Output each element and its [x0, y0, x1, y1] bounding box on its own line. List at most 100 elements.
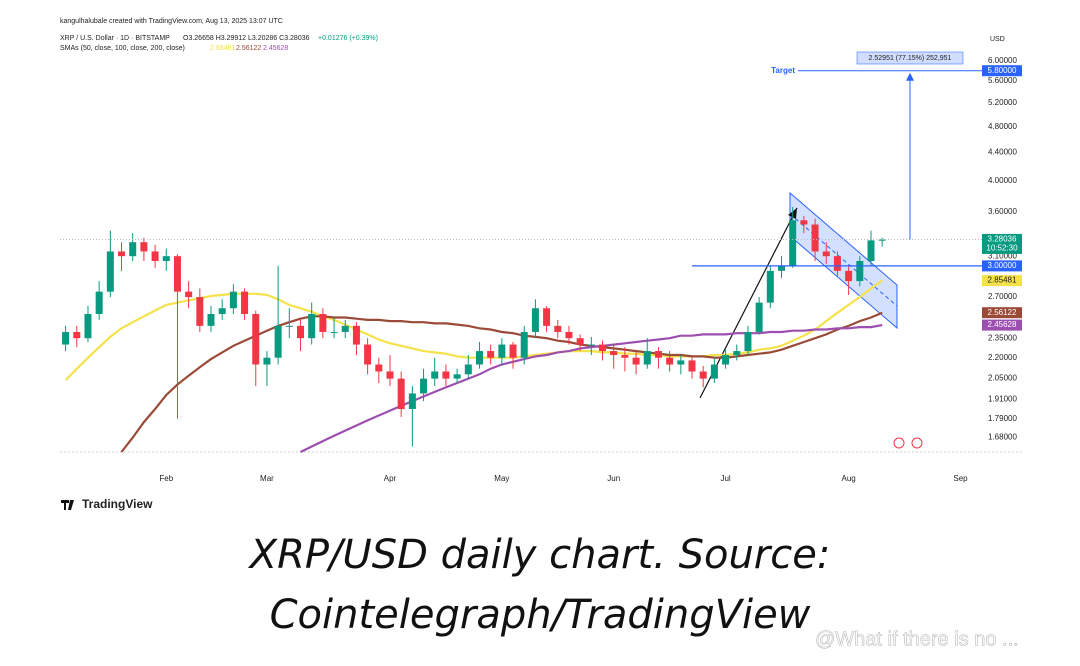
- candle-body: [509, 344, 517, 358]
- y-tick-label: 4.80000: [988, 122, 1017, 131]
- candle-body: [531, 308, 539, 332]
- sma-legend-value: 2.85481: [210, 45, 235, 52]
- price-badge-label: 3.28036: [988, 235, 1017, 244]
- candle-body: [442, 371, 450, 379]
- candle-body: [610, 351, 618, 356]
- candle-body: [118, 251, 126, 257]
- measure-label: 2.52951 (77.15%) 252,951: [869, 55, 952, 62]
- candle-body: [73, 331, 81, 339]
- candle-body: [218, 308, 226, 315]
- event-icon: [911, 437, 923, 449]
- price-badge: [982, 260, 1022, 272]
- candle-body: [520, 331, 528, 358]
- candle-body: [487, 351, 495, 358]
- candle-body: [733, 351, 741, 356]
- candle-body: [498, 344, 506, 358]
- caption: Cointelegraph/TradingView: [270, 592, 811, 638]
- x-tick-label: Mar: [260, 474, 274, 483]
- candle-body: [766, 270, 774, 303]
- candle-body: [677, 360, 685, 365]
- y-tick-label: 4.00000: [988, 176, 1017, 185]
- candle-body: [330, 331, 338, 333]
- candle-body: [811, 224, 819, 252]
- y-tick-label: 2.70000: [988, 292, 1017, 301]
- candle-body: [699, 371, 707, 379]
- x-tick-label: May: [494, 474, 509, 483]
- y-tick-label: 5.20000: [988, 98, 1017, 107]
- candle-body: [375, 364, 383, 372]
- candle-body: [274, 325, 282, 358]
- candle-body: [599, 344, 607, 352]
- candle-body: [778, 265, 785, 271]
- candle-body: [744, 331, 752, 352]
- candle-body: [308, 314, 316, 339]
- y-tick-label: 2.35000: [988, 333, 1017, 342]
- candle-body: [397, 378, 405, 410]
- candle-body: [162, 256, 170, 261]
- candle-body: [464, 364, 472, 375]
- y-tick-label: 4.40000: [988, 148, 1017, 157]
- change: +0.01276 (+0.39%): [318, 35, 378, 42]
- currency: USD: [990, 36, 1005, 43]
- price-badge: [982, 233, 1022, 254]
- candle-body: [632, 357, 640, 365]
- candle-body: [341, 325, 349, 332]
- candle-body: [95, 291, 103, 315]
- y-tick-label: 2.05000: [988, 374, 1017, 383]
- candle-body: [475, 351, 483, 365]
- candle-body: [386, 371, 394, 379]
- brand-logo: [61, 500, 74, 510]
- y-tick-label: 1.68000: [988, 433, 1017, 442]
- candle-body: [833, 256, 841, 271]
- candle-body: [252, 314, 260, 365]
- candle-body: [173, 256, 181, 292]
- candle-body: [263, 357, 271, 365]
- price-badge: [982, 65, 1022, 77]
- measure-box: [856, 51, 964, 65]
- y-tick-label: 3.60000: [988, 207, 1017, 216]
- candle-body: [420, 378, 428, 394]
- candle-body: [654, 351, 662, 358]
- candle-body: [453, 374, 461, 379]
- sma-badge: [982, 319, 1022, 331]
- candle-body: [408, 393, 416, 410]
- x-tick-label: Sep: [953, 474, 968, 483]
- candle-body: [196, 297, 204, 326]
- candle-body: [352, 325, 360, 345]
- sma-badge: [982, 307, 1022, 319]
- sma-legend-value: 2.45628: [263, 45, 288, 52]
- candle-body: [643, 351, 651, 365]
- candle-body: [789, 220, 797, 266]
- channel-mid: [789, 213, 898, 307]
- candle-body: [106, 251, 114, 292]
- candle-body: [364, 344, 372, 365]
- candle-body: [62, 331, 70, 345]
- target-label: Target: [771, 66, 795, 75]
- y-tick-label: 3.10000: [988, 251, 1017, 260]
- y-tick-label: 1.91000: [988, 395, 1017, 404]
- candle-body: [856, 260, 864, 282]
- y-tick-label: 1.79000: [988, 414, 1017, 423]
- candle-body: [722, 355, 730, 365]
- candle-body: [710, 364, 718, 379]
- candle-body: [285, 325, 293, 327]
- candle-body: [297, 325, 304, 339]
- caption: XRP/USD daily chart. Source:: [248, 532, 831, 578]
- candle-body: [229, 291, 237, 309]
- price-badge-label: 5.80000: [988, 66, 1017, 75]
- watermark: @What if there is no ...: [815, 628, 1019, 650]
- ohlc: O3.26658 H3.29912 L3.20286 C3.28036: [183, 35, 310, 42]
- candle-body: [822, 251, 830, 257]
- candle-body: [185, 291, 193, 298]
- candle-body: [543, 308, 551, 326]
- candle-body: [800, 220, 808, 225]
- candle-body: [151, 251, 159, 261]
- candle-body: [688, 360, 696, 372]
- candle-body: [84, 314, 92, 339]
- sma-legend-value: 2.56122: [236, 45, 261, 52]
- x-tick-label: Feb: [159, 474, 173, 483]
- candle-body: [867, 240, 875, 261]
- candle-body: [129, 242, 137, 257]
